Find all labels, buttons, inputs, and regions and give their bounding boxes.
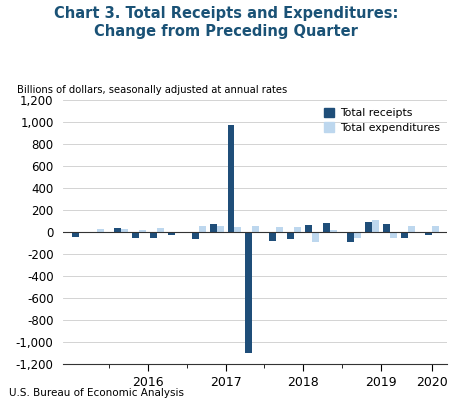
Bar bbox=[150, 232, 156, 238]
Text: U.S. Bureau of Economic Analysis: U.S. Bureau of Economic Analysis bbox=[9, 388, 184, 398]
Bar bbox=[353, 232, 360, 238]
Text: Chart 3. Total Receipts and Expenditures:
Change from Preceding Quarter: Chart 3. Total Receipts and Expenditures… bbox=[54, 6, 397, 39]
Bar bbox=[431, 226, 437, 232]
Bar bbox=[216, 226, 223, 232]
Bar bbox=[209, 224, 216, 232]
Bar bbox=[132, 232, 138, 238]
Bar bbox=[371, 220, 378, 232]
Bar bbox=[304, 226, 312, 232]
Bar bbox=[90, 232, 97, 233]
Bar bbox=[407, 226, 414, 232]
Bar bbox=[346, 232, 353, 242]
Bar bbox=[121, 229, 128, 232]
Bar bbox=[423, 232, 431, 235]
Bar bbox=[97, 229, 104, 232]
Bar bbox=[400, 232, 407, 238]
Bar bbox=[234, 227, 241, 232]
Bar bbox=[72, 232, 79, 237]
Text: Billions of dollars, seasonally adjusted at annual rates: Billions of dollars, seasonally adjusted… bbox=[17, 85, 287, 95]
Bar bbox=[138, 230, 146, 232]
Bar bbox=[167, 232, 175, 235]
Bar bbox=[252, 226, 259, 232]
Bar bbox=[322, 223, 329, 232]
Bar bbox=[269, 232, 276, 241]
Bar bbox=[364, 222, 371, 232]
Bar bbox=[191, 232, 198, 239]
Bar bbox=[312, 232, 318, 242]
Bar bbox=[175, 232, 181, 233]
Bar bbox=[245, 232, 252, 353]
Bar bbox=[198, 226, 205, 232]
Legend: Total receipts, Total expenditures: Total receipts, Total expenditures bbox=[318, 103, 443, 137]
Bar bbox=[389, 232, 396, 238]
Bar bbox=[286, 232, 294, 238]
Bar bbox=[329, 230, 336, 232]
Bar bbox=[227, 125, 234, 232]
Bar bbox=[382, 224, 389, 232]
Bar bbox=[276, 227, 283, 232]
Bar bbox=[294, 227, 300, 232]
Bar bbox=[114, 228, 121, 232]
Bar bbox=[156, 228, 163, 232]
